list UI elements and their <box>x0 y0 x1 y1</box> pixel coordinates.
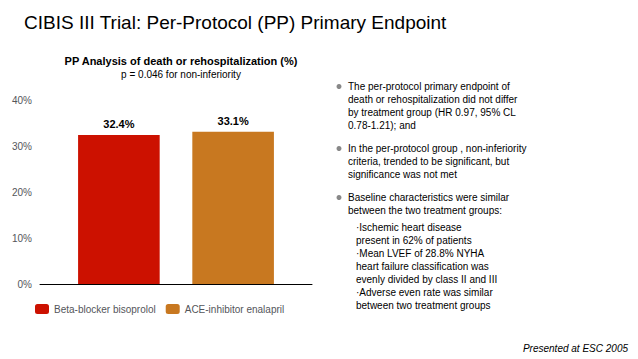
svg-text:present in 62% of patients: present in 62% of patients <box>356 235 472 246</box>
svg-text:between the two treatment grou: between the two treatment groups: <box>348 205 502 216</box>
svg-text:CIBIS III Trial: Per-Protocol: CIBIS III Trial: Per-Protocol (PP) Prima… <box>24 12 447 33</box>
svg-text:·Mean LVEF of 28.8% NYHA: ·Mean LVEF of 28.8% NYHA <box>356 248 485 259</box>
svg-text:p = 0.046 for non-inferiority: p = 0.046 for non-inferiority <box>121 69 241 80</box>
svg-text:by treatment group (HR 0.97, 9: by treatment group (HR 0.97, 95% CL <box>348 107 516 118</box>
svg-text:In the per-protocol group , no: In the per-protocol group , non-inferior… <box>348 143 526 154</box>
svg-text:10%: 10% <box>12 233 32 244</box>
svg-text:Beta-blocker bisoprolol: Beta-blocker bisoprolol <box>54 304 156 315</box>
svg-text:between two treatment groups: between two treatment groups <box>356 300 491 311</box>
svg-text:Baseline characteristics were: Baseline characteristics were similar <box>348 192 510 203</box>
svg-text:ACE-inhibitor enalapril: ACE-inhibitor enalapril <box>185 304 285 315</box>
svg-text:death or rehospitalization did: death or rehospitalization did not diffe… <box>348 94 518 105</box>
svg-text:PP Analysis of death or rehosp: PP Analysis of death or rehospitalizatio… <box>65 55 298 67</box>
svg-text:evenly divided by class II and: evenly divided by class II and III <box>356 274 497 285</box>
svg-text:33.1%: 33.1% <box>218 115 249 127</box>
svg-text:20%: 20% <box>12 187 32 198</box>
svg-text:0.78-1.21); and: 0.78-1.21); and <box>348 120 416 131</box>
svg-text:0%: 0% <box>18 279 33 290</box>
svg-text:heart failure classification w: heart failure classification was <box>356 261 489 272</box>
svg-text:The per-protocol primary endpo: The per-protocol primary endpoint of <box>348 81 510 92</box>
svg-text:criteria, trended to be signif: criteria, trended to be significant, but <box>348 156 509 167</box>
svg-text:·Ischemic heart disease: ·Ischemic heart disease <box>356 222 462 233</box>
svg-text:40%: 40% <box>12 95 32 106</box>
svg-text:30%: 30% <box>12 141 32 152</box>
svg-text:Presented at ESC 2005: Presented at ESC 2005 <box>523 343 629 354</box>
svg-text:32.4%: 32.4% <box>103 118 134 130</box>
svg-text:·Adverse even rate was similar: ·Adverse even rate was similar <box>356 287 493 298</box>
svg-text:significance was not met: significance was not met <box>348 169 457 180</box>
